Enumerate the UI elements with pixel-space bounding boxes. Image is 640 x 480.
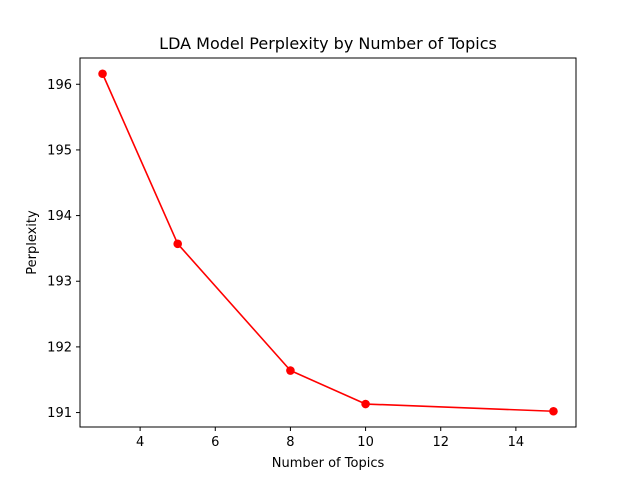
x-tick-label: 10: [357, 435, 374, 450]
y-tick-label: 195: [47, 143, 72, 158]
x-tick-label: 12: [432, 435, 449, 450]
data-point: [173, 239, 182, 249]
data-point: [361, 399, 370, 409]
y-tick-label: 196: [47, 78, 72, 93]
chart-title: LDA Model Perplexity by Number of Topics: [159, 34, 497, 53]
x-tick-label: 4: [136, 435, 144, 450]
y-tick-label: 192: [47, 340, 72, 355]
y-tick-label: 191: [47, 406, 72, 421]
y-tick-label: 193: [47, 275, 72, 290]
x-tick-label: 8: [286, 435, 294, 450]
plot-frame: [79, 57, 577, 428]
data-point: [98, 69, 107, 79]
plot-area: 4 6 8 10 12 14 191 192 193 194 195 196: [47, 69, 558, 450]
data-point: [549, 406, 558, 416]
y-axis-label: Perplexity: [25, 210, 40, 275]
x-tick-label: 14: [508, 435, 525, 450]
data-point: [286, 366, 295, 375]
x-tick-label: 6: [211, 435, 219, 450]
x-axis-label: Number of Topics: [272, 456, 385, 471]
y-tick-label: 194: [47, 209, 72, 224]
